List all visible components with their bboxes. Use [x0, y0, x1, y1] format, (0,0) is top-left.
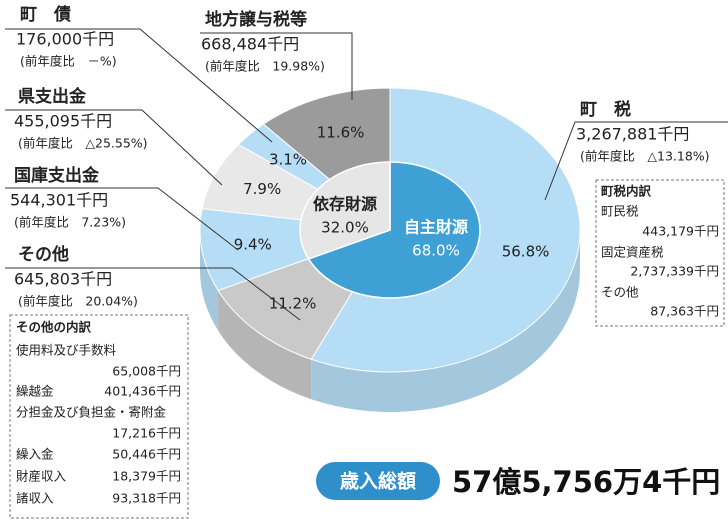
breakdown-item: 町民税	[601, 204, 639, 219]
breakdown-item: 財産収入	[16, 469, 67, 484]
category-comparison: (前年度比 7.23%)	[14, 215, 126, 230]
leader-line	[5, 267, 301, 321]
inner-slice	[299, 161, 391, 260]
breakdown-amount: 65,008千円	[112, 364, 181, 379]
leader-line	[200, 32, 353, 100]
total-pill	[316, 462, 440, 500]
breakdown-amount: 18,379千円	[112, 469, 181, 484]
inner-percent: 68.0%	[412, 242, 460, 260]
total-label: 歳入総額	[340, 470, 416, 493]
breakdown-amount: 2,737,339千円	[630, 264, 719, 279]
slice-percent: 7.9%	[243, 180, 281, 198]
leader-line	[544, 121, 728, 201]
category-comparison: (前年度比 20.04%)	[18, 294, 138, 309]
category-name: その他	[18, 244, 69, 265]
slice-side	[218, 290, 312, 400]
breakdown-amount: 93,318千円	[112, 491, 181, 506]
category-name: 地方譲与税等	[205, 9, 307, 30]
category-name: 国庫支出金	[14, 165, 100, 186]
category-name: 町 債	[20, 4, 71, 25]
breakdown-item: 分担金及び負担金・寄附金	[16, 405, 167, 420]
category-amount: 176,000千円	[16, 30, 114, 49]
breakdown-title: 町税内訳	[601, 184, 652, 199]
breakdown-item: 繰越金	[16, 384, 54, 399]
breakdown-amount: 401,436千円	[104, 384, 181, 399]
category-amount: 668,484千円	[201, 35, 299, 54]
breakdown-amount: 17,216千円	[112, 426, 181, 441]
inner-label: 依存財源	[313, 195, 377, 214]
slice-percent: 56.8%	[502, 242, 550, 260]
slice-percent: 3.1%	[269, 150, 307, 168]
inner-percent: 32.0%	[321, 219, 369, 237]
category-amount: 3,267,881千円	[576, 125, 689, 144]
total-value: 57億5,756万4千円	[452, 465, 720, 499]
category-comparison: (前年度比 －%)	[20, 54, 117, 69]
inner-label: 自主財源	[404, 218, 468, 237]
slice-percent: 9.4%	[234, 235, 272, 253]
breakdown-item: その他	[601, 285, 639, 300]
category-name: 町 税	[580, 99, 631, 120]
slice-percent: 11.2%	[269, 294, 317, 312]
breakdown-item: 繰入金	[16, 447, 54, 462]
leader-line	[5, 28, 273, 143]
breakdown-item: 諸収入	[16, 491, 54, 506]
breakdown-amount: 50,446千円	[112, 447, 181, 462]
category-comparison: (前年度比 △25.55%)	[18, 136, 148, 151]
category-name: 県支出金	[18, 86, 87, 107]
inner-slice	[307, 161, 481, 299]
breakdown-item: 固定資産税	[601, 245, 664, 260]
breakdown-box	[9, 314, 189, 519]
leader-line	[5, 187, 239, 251]
breakdown-box	[595, 179, 725, 327]
category-amount: 455,095千円	[14, 112, 112, 131]
breakdown-title: その他の内訳	[16, 320, 92, 335]
slice-side	[200, 230, 219, 331]
breakdown-amount: 443,179千円	[642, 224, 719, 239]
leader-line	[5, 109, 223, 186]
breakdown-item: 使用料及び手数料	[16, 343, 117, 358]
category-comparison: (前年度比 19.98%)	[205, 59, 325, 74]
category-amount: 544,301千円	[10, 191, 108, 210]
slice-side	[311, 230, 580, 412]
slice-percent: 11.6%	[317, 124, 365, 142]
category-amount: 645,803千円	[14, 270, 112, 289]
category-comparison: (前年度比 △13.18%)	[580, 149, 710, 164]
breakdown-amount: 87,363千円	[650, 304, 719, 319]
